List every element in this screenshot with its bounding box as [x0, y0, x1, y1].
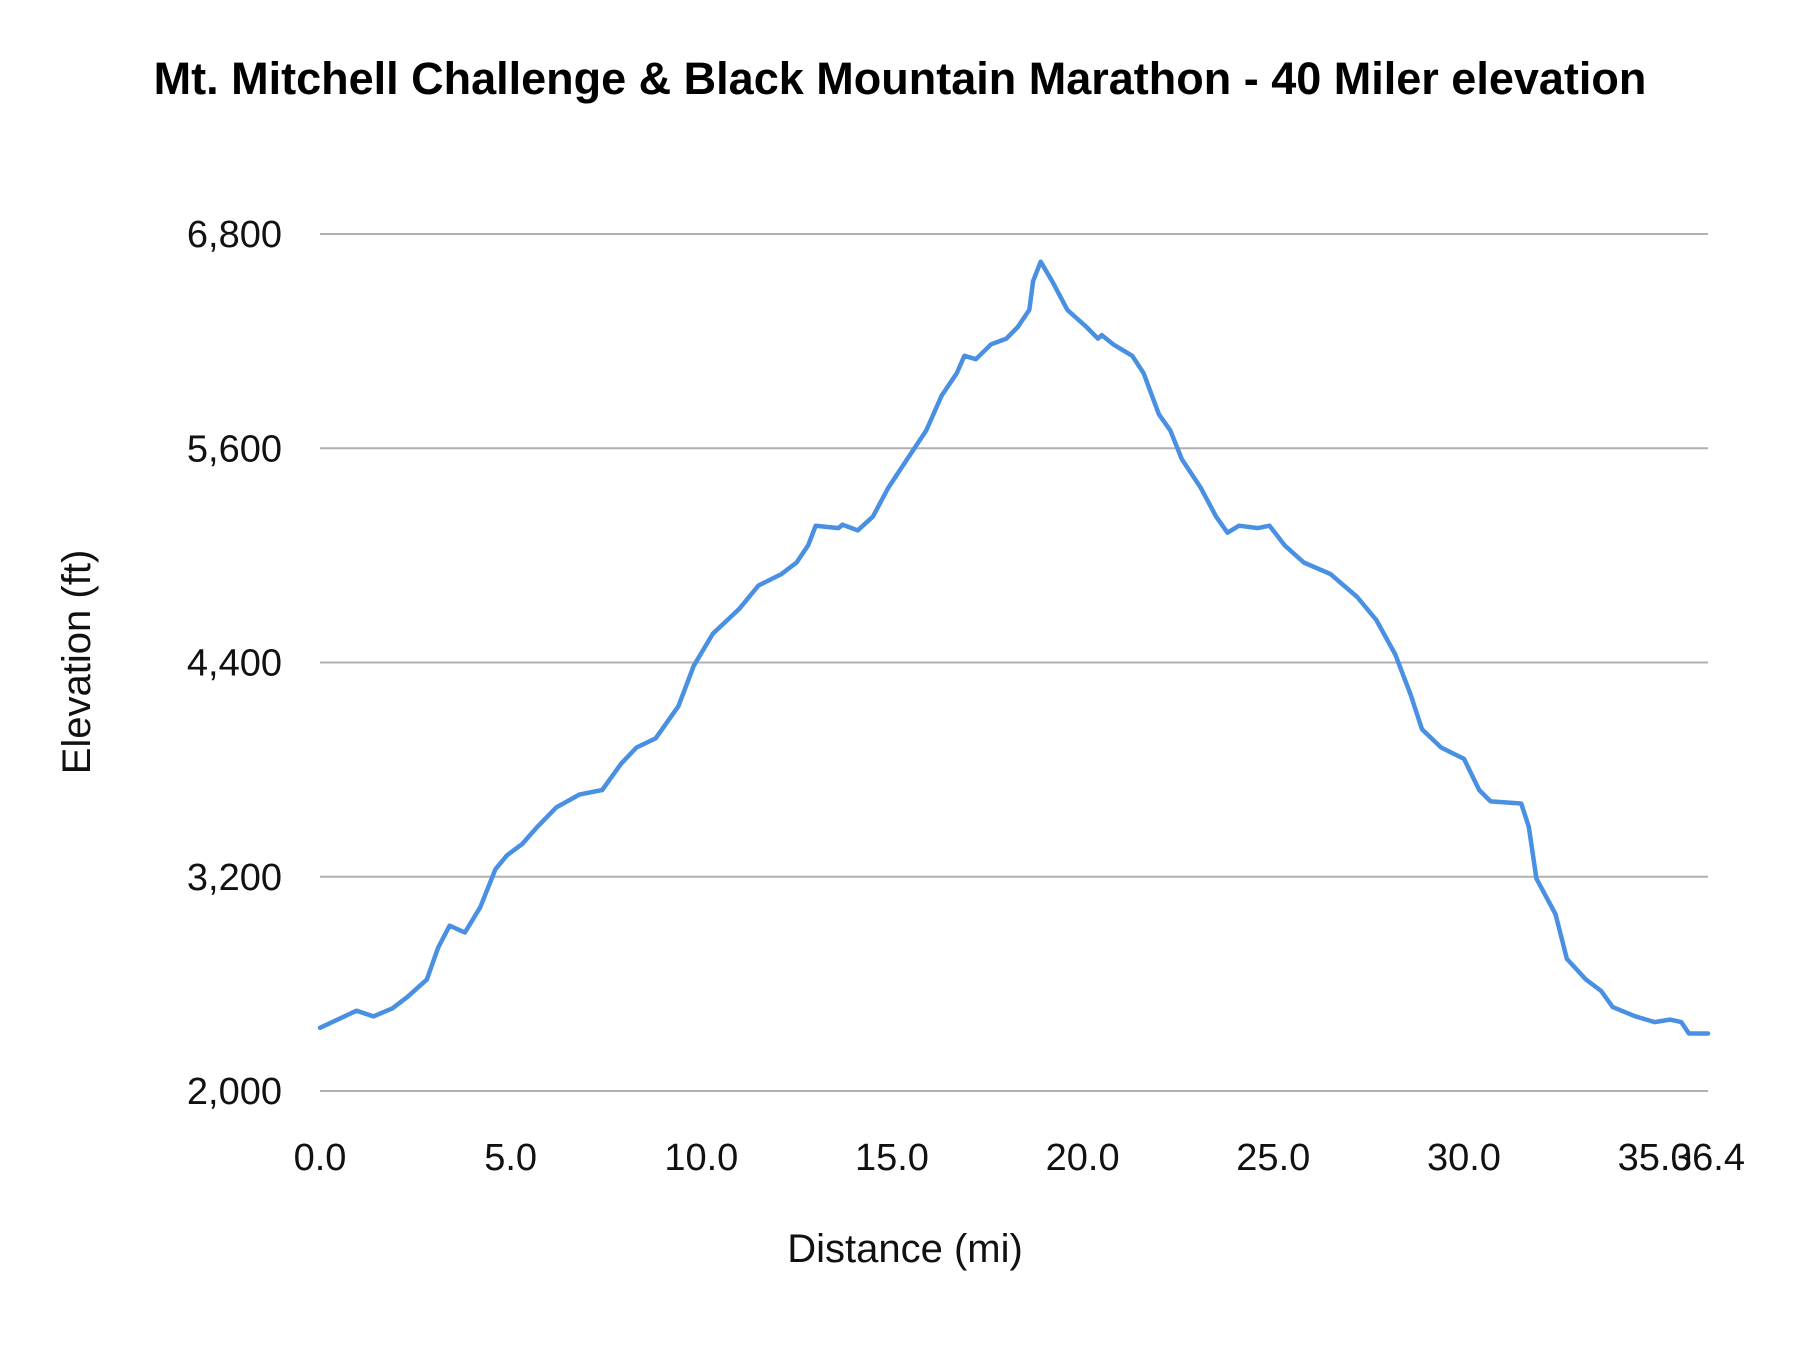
- x-tick-label: 36.4: [1671, 1137, 1745, 1179]
- y-axis-label: Elevation (ft): [55, 550, 99, 775]
- x-tick-label: 35.0: [1618, 1137, 1692, 1179]
- y-tick-label: 4,400: [187, 643, 282, 685]
- x-axis-label: Distance (mi): [787, 1227, 1023, 1271]
- x-tick-labels: 0.0 5.0 10.0 15.0 20.0 25.0 30.0 35.036.4: [294, 1137, 1745, 1179]
- y-tick-label: 5,600: [187, 428, 282, 470]
- series-layer: [317, 259, 1711, 1036]
- y-tick-label: 6,800: [187, 214, 282, 256]
- x-tick-label: 15.0: [855, 1137, 929, 1179]
- x-tick-label: 5.0: [484, 1137, 537, 1179]
- x-tick-label: 10.0: [664, 1137, 738, 1179]
- x-tick-label: 25.0: [1236, 1137, 1310, 1179]
- chart-title: Mt. Mitchell Challenge & Black Mountain …: [154, 53, 1647, 104]
- x-tick-label: 30.0: [1427, 1137, 1501, 1179]
- x-tick-label: 20.0: [1046, 1137, 1120, 1179]
- y-tick-labels: 2,000 3,200 4,400 5,600 6,800: [187, 214, 282, 1113]
- elevation-line: [317, 259, 1711, 1036]
- x-tick-label: 0.0: [294, 1137, 347, 1179]
- gridlines: [320, 233, 1708, 1092]
- y-tick-label: 2,000: [187, 1071, 282, 1113]
- y-tick-label: 3,200: [187, 857, 282, 899]
